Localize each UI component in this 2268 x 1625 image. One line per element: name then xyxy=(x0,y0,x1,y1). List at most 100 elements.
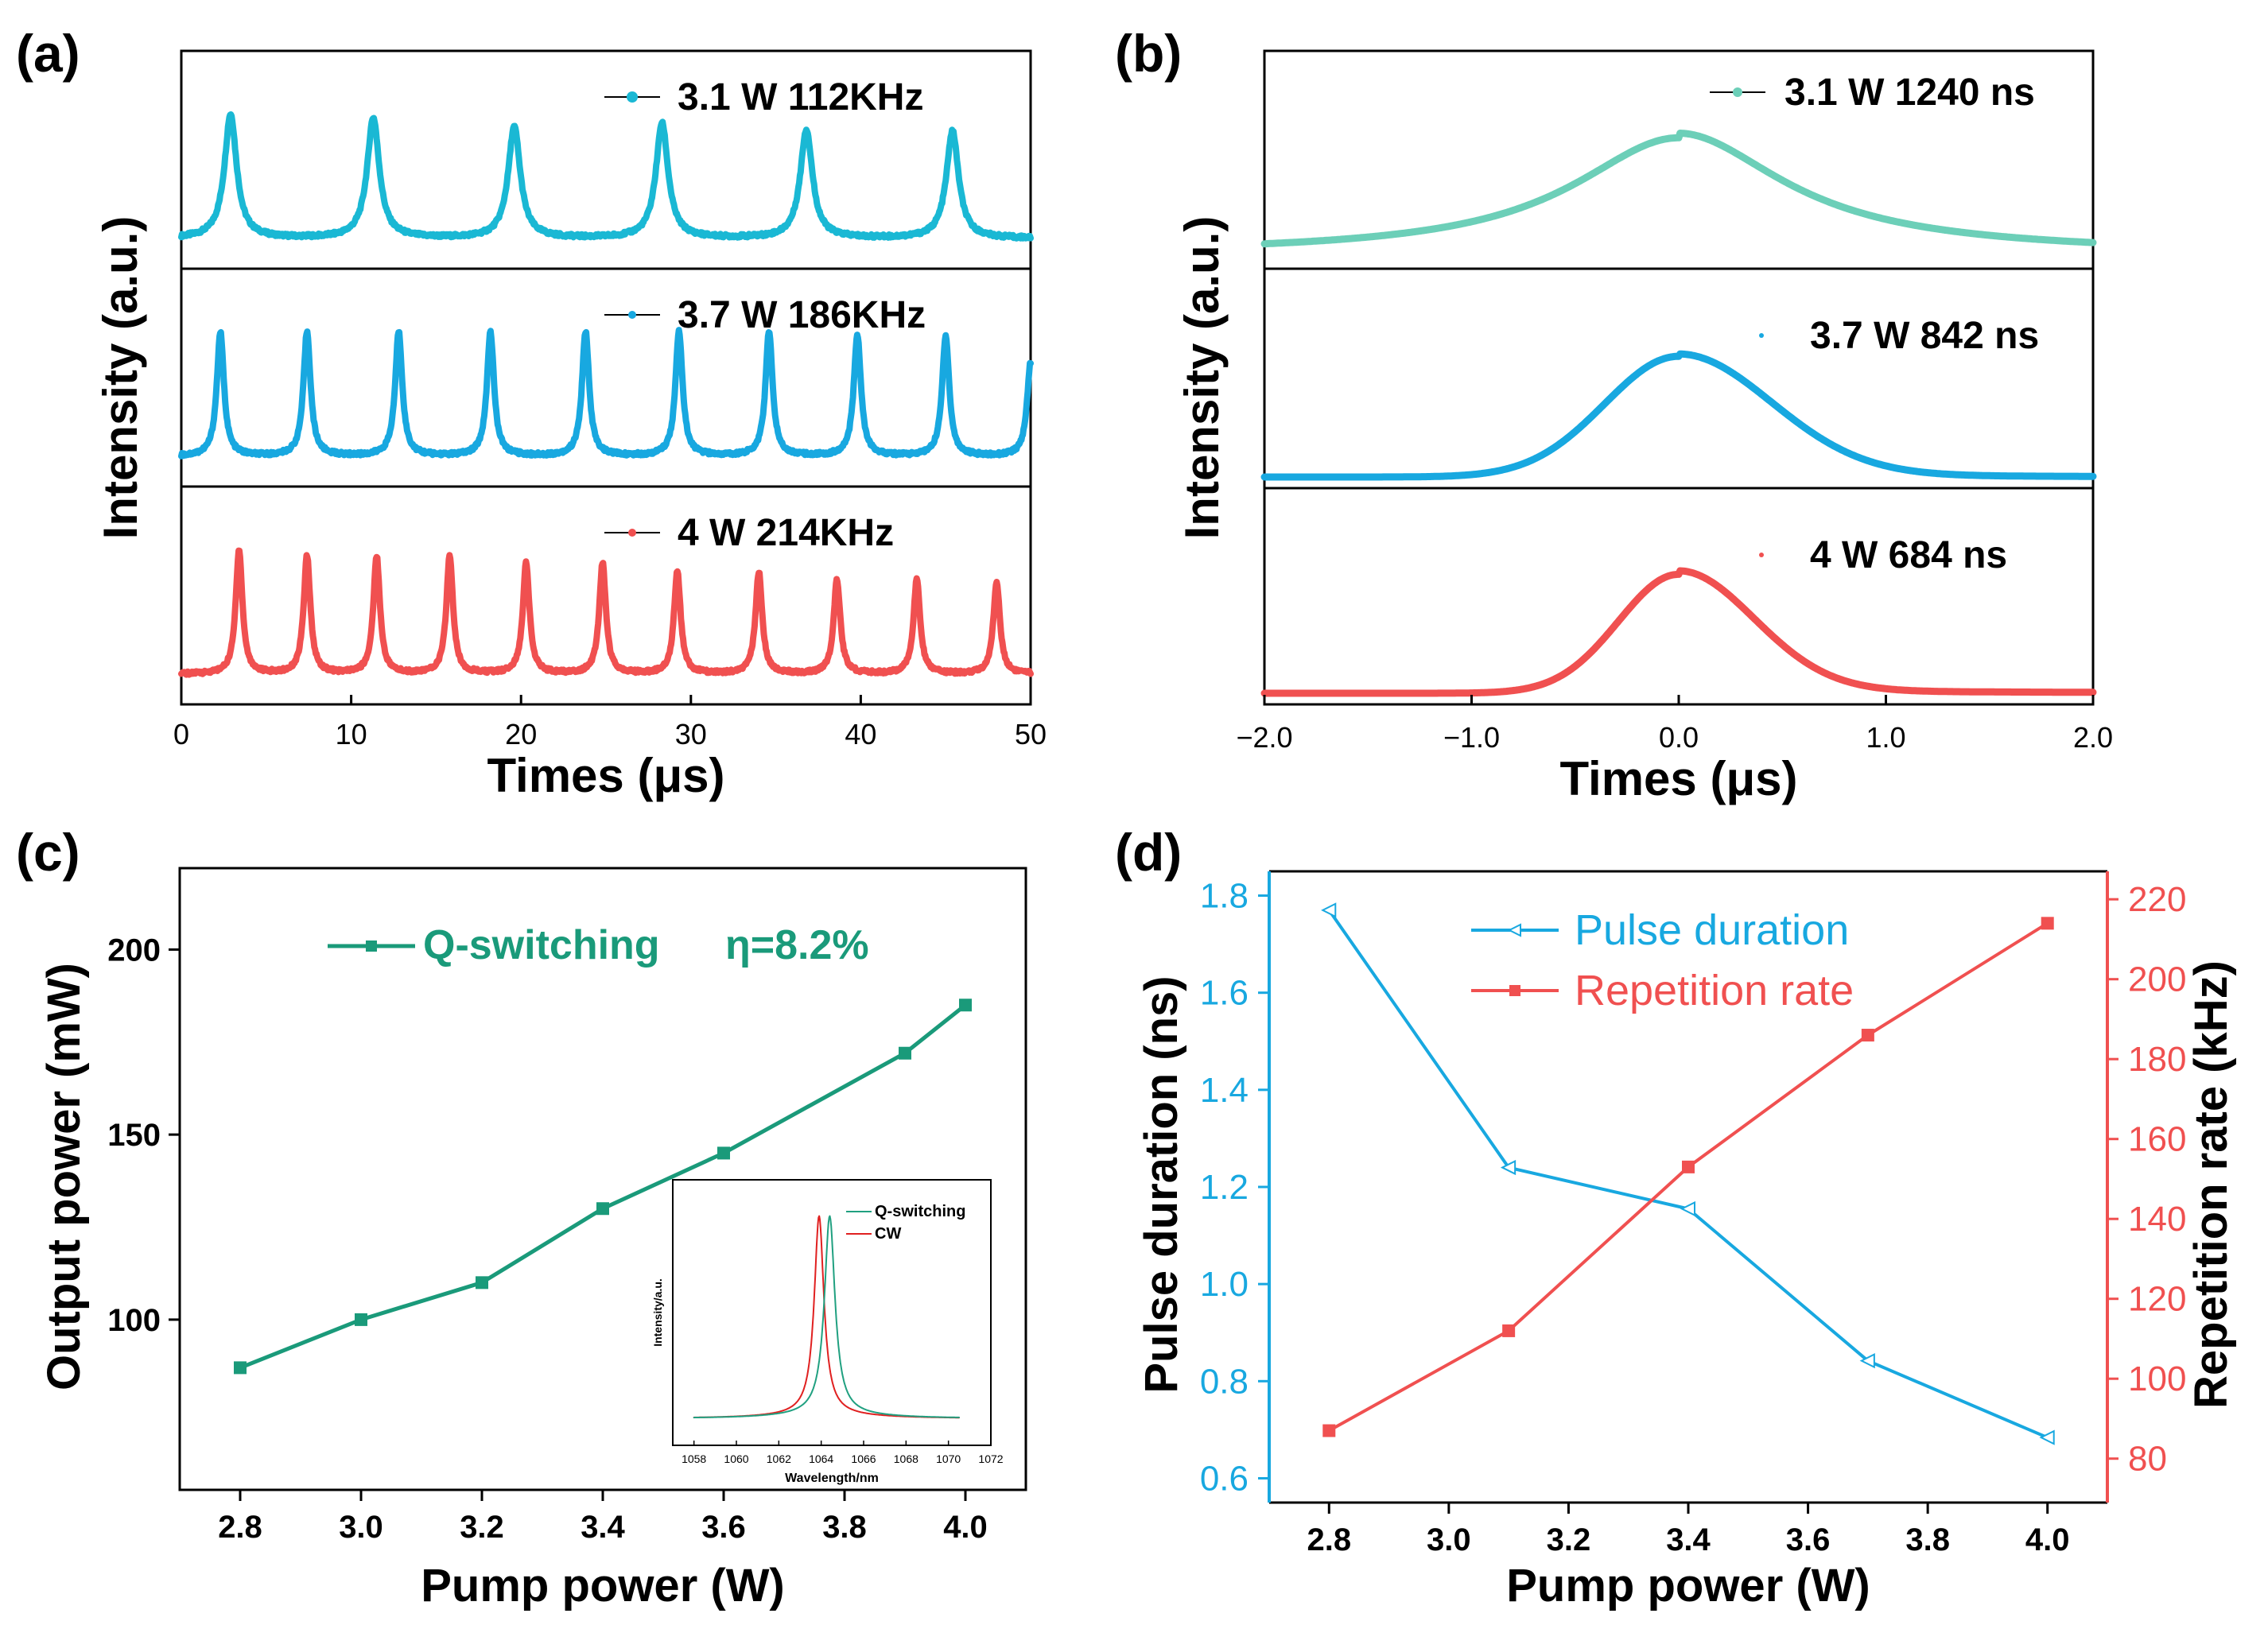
panel-c-xtick-label-0: 2.8 xyxy=(218,1510,262,1545)
panel-d-xtick-label-0: 2.8 xyxy=(1307,1522,1351,1557)
panel-c-inset-xtick-label-1: 1060 xyxy=(724,1452,748,1465)
panel-b-xlabel: Times (μs) xyxy=(1559,752,1797,805)
panel-c-point-1 xyxy=(355,1313,367,1326)
panel-d-ytick-left-label-0: 0.6 xyxy=(1200,1459,1249,1498)
panel-d-point-0-1 xyxy=(1500,1159,1517,1176)
panel-a-legend-marker-1 xyxy=(628,311,636,319)
panel-label-d: (d) xyxy=(1115,823,1182,882)
panel-a-legend-marker-2 xyxy=(628,529,636,537)
panel-a-legend-label-2: 4 W 214KHz xyxy=(678,512,894,554)
panel-label-a: (a) xyxy=(16,24,80,83)
panel-c-inset-xtick-label-6: 1070 xyxy=(936,1452,961,1465)
panel-c-inset-legend-label-1: CW xyxy=(875,1225,901,1243)
panel-a-legend-marker-0 xyxy=(627,91,638,103)
panel-a-trace-0 xyxy=(178,111,1034,242)
panel-c-point-2 xyxy=(476,1276,488,1290)
panel-b-trace-2 xyxy=(1260,567,2097,697)
panel-d-ylabel-left: Pulse duration (ns) xyxy=(1136,975,1187,1393)
panel-d-point-1-0 xyxy=(1322,1424,1336,1437)
panel-c-inset-xtick-label-0: 1058 xyxy=(682,1452,706,1465)
panel-d-ytick-left-label-1: 0.8 xyxy=(1200,1362,1249,1401)
panel-c-ytick-label-0: 100 xyxy=(107,1303,161,1338)
panel-a-ylabel: Intensity (a.u.) xyxy=(94,216,147,540)
panel-d-ytick-right-label-6: 200 xyxy=(2128,960,2186,999)
panel-c-inset-q-trace xyxy=(693,1215,960,1419)
panel-d-ytick-right-label-3: 140 xyxy=(2128,1200,2186,1239)
panel-d-point-0-4 xyxy=(2039,1429,2055,1445)
panel-d-ytick-left-label-6: 1.8 xyxy=(1200,877,1249,916)
panel-d-legend-label-1: Repetition rate xyxy=(1575,967,1854,1014)
panel-c-series-line xyxy=(238,1003,968,1370)
panel-c-xlabel: Pump power (W) xyxy=(421,1560,785,1611)
panel-d-chart: 2.8 3.0 3.2 3.4 3.6 3.8 4.0 0.6 0.8 1.0 1.2 1.4 1.6 1… xyxy=(1136,870,2237,1611)
panel-b-xtick-label-0: −2.0 xyxy=(1236,721,1292,754)
panel-b-xtick-label-1: −1.0 xyxy=(1443,721,1500,754)
panel-b-trace-1 xyxy=(1260,350,2097,481)
panel-c-xtick-label-1: 3.0 xyxy=(339,1510,383,1545)
panel-d-xtick-label-2: 3.2 xyxy=(1547,1522,1591,1557)
panel-d-point-1-1 xyxy=(1502,1324,1516,1337)
panel-d-point-0-2 xyxy=(1680,1200,1695,1217)
panel-c-ytick-label-1: 150 xyxy=(107,1118,161,1153)
panel-c-inset-xtick-label-5: 1068 xyxy=(894,1452,918,1465)
panel-d-point-1-3 xyxy=(1861,1029,1874,1042)
panel-c-inset-xtick-label-7: 1072 xyxy=(978,1452,1003,1465)
panel-d-ytick-right-label-5: 180 xyxy=(2128,1040,2186,1079)
panel-d-legend-marker-0 xyxy=(1507,923,1521,937)
panel-label-b: (b) xyxy=(1115,24,1182,83)
panel-d-legend-marker-1 xyxy=(1509,985,1520,996)
panel-c-legend-marker xyxy=(366,940,377,952)
panel-a-chart: 3.1 W 112KHz 3.7 W 186KHz 4 W 214KHz 0 10 20 3… xyxy=(94,49,1047,802)
panel-b-legend-label-2: 4 W 684 ns xyxy=(1810,534,2007,576)
panel-d-point-1-4 xyxy=(2041,917,2054,930)
panel-c-point-3 xyxy=(596,1202,609,1216)
panel-b-legend-label-0: 3.1 W 1240 ns xyxy=(1784,72,2035,114)
panel-d-point-1-2 xyxy=(1682,1160,1695,1173)
panel-b-legend-label-1: 3.7 W 842 ns xyxy=(1810,315,2039,357)
panel-c-xtick-label-4: 3.6 xyxy=(701,1510,746,1545)
panel-d-ytick-left-label-5: 1.6 xyxy=(1200,974,1249,1013)
panel-c-inset-xtick-label-4: 1066 xyxy=(851,1452,876,1465)
panel-c-inset-legend-label-0: Q-switching xyxy=(875,1203,965,1220)
panel-c-inset-xtick-label-3: 1064 xyxy=(809,1452,833,1465)
panel-label-c: (c) xyxy=(16,823,80,882)
panel-b-xtick-label-4: 2.0 xyxy=(2073,721,2113,754)
panel-d-xlabel: Pump power (W) xyxy=(1506,1560,1870,1611)
panel-d-xtick-label-5: 3.8 xyxy=(1905,1522,1950,1557)
panel-b-chart: 3.1 W 1240 ns 3.7 W 842 ns 4 W 684 ns −2.0 −… xyxy=(1175,49,2113,805)
panel-b-xtick-label-2: 0.0 xyxy=(1659,721,1699,754)
panel-a-xtick-label-4: 40 xyxy=(845,718,876,750)
panel-b-legend-marker-2 xyxy=(1759,553,1764,557)
panel-d-ytick-right-label-0: 80 xyxy=(2128,1440,2167,1479)
panel-a-xtick-label-5: 50 xyxy=(1015,718,1047,750)
panel-b-ylabel: Intensity (a.u.) xyxy=(1175,216,1229,540)
panel-c-point-5 xyxy=(899,1046,911,1060)
panel-c-xtick-label-3: 3.4 xyxy=(581,1510,625,1545)
panel-d-legend-label-0: Pulse duration xyxy=(1575,906,1849,954)
panel-a-xtick-label-1: 10 xyxy=(336,718,367,750)
panel-c-annotation: η=8.2% xyxy=(725,922,869,968)
panel-c-point-6 xyxy=(959,999,972,1012)
panel-c-xtick-label-6: 4.0 xyxy=(943,1510,988,1545)
panel-c-chart: 2.8 3.0 3.2 3.4 3.6 3.8 4.0 100 150 200 Q-switchin… xyxy=(38,867,1027,1611)
panel-b-subplot-frame-1 xyxy=(1263,267,2095,490)
panel-a-trace-1 xyxy=(178,327,1034,460)
panel-d-ylabel-right: Repetition rate (kHz) xyxy=(2185,960,2237,1409)
panel-d-ytick-left-label-2: 1.0 xyxy=(1200,1265,1249,1304)
panel-d-xtick-label-6: 4.0 xyxy=(2025,1522,2070,1557)
panel-c-legend-label: Q-switching xyxy=(423,922,660,968)
panel-d-ytick-right-label-7: 220 xyxy=(2128,880,2186,919)
panel-d-point-0-3 xyxy=(1859,1353,1875,1369)
panel-c-ylabel: Output power (mW) xyxy=(38,963,90,1390)
panel-c-point-4 xyxy=(717,1146,730,1160)
panel-b-trace-0 xyxy=(1260,130,2097,248)
panel-a-xtick-label-2: 20 xyxy=(505,718,537,750)
panel-d-xtick-label-1: 3.0 xyxy=(1427,1522,1471,1557)
panel-c-xtick-label-2: 3.2 xyxy=(460,1510,504,1545)
panel-a-legend-label-1: 3.7 W 186KHz xyxy=(678,294,926,336)
panel-a-xlabel: Times (μs) xyxy=(487,749,724,802)
panel-c-inset-ylabel: Intensity/a.u. xyxy=(651,1278,664,1347)
panel-b-subplot-frame-2 xyxy=(1263,487,2095,706)
panel-c-xtick-label-5: 3.8 xyxy=(822,1510,867,1545)
